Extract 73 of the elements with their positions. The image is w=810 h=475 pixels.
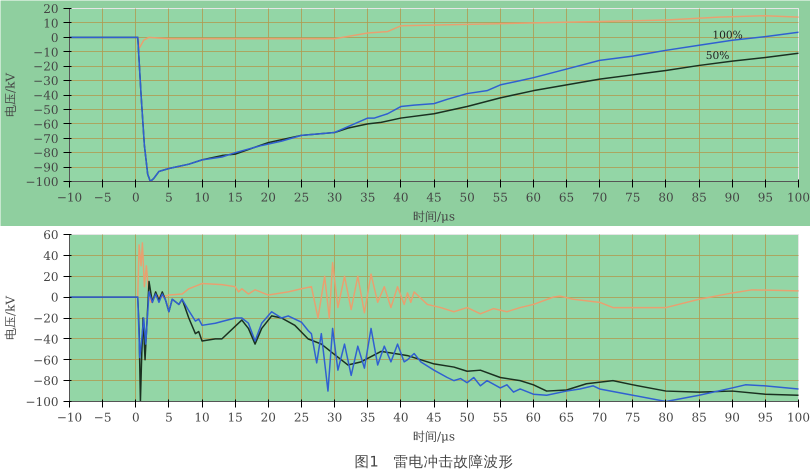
annotation: 100%: [712, 28, 743, 42]
y-tick-label: −40: [33, 88, 59, 102]
x-tick-label: 20: [260, 190, 276, 204]
y-tick-label: 60: [43, 228, 59, 242]
x-tick-label: 0: [132, 410, 140, 424]
y-tick-label: −70: [33, 132, 59, 146]
x-tick-label: −5: [94, 410, 112, 424]
y-tick-label: −80: [33, 374, 59, 388]
caption: 图1 雷电冲击故障波形: [354, 454, 514, 470]
annotation: 50%: [706, 48, 730, 62]
y-tick-label: −90: [33, 160, 59, 175]
y-tick-label: 20: [43, 270, 59, 284]
x-tick-label: 95: [758, 190, 774, 204]
x-tick-label: 95: [758, 410, 774, 424]
x-tick-label: 85: [691, 410, 707, 424]
x-tick-label: 10: [194, 410, 210, 424]
x-tick-label: 55: [492, 190, 508, 204]
y-tick-label: −50: [33, 102, 59, 117]
y-tick-label: −100: [26, 395, 59, 409]
x-tick-label: 15: [228, 410, 243, 424]
x-tick-label: 25: [294, 410, 310, 424]
x-tick-label: 30: [326, 190, 342, 204]
y-tick-label: −60: [33, 117, 59, 132]
x-tick-label: 40: [393, 410, 409, 424]
y-axis-title: 电压/kV: [4, 296, 18, 340]
x-tick-label: 100: [787, 410, 810, 424]
x-tick-label: −5: [94, 190, 112, 204]
x-tick-label: 0: [132, 190, 140, 204]
y-tick-label: −40: [33, 332, 59, 346]
y-tick-label: 20: [43, 2, 59, 16]
x-tick-label: 90: [724, 190, 740, 204]
x-tick-label: 50: [460, 410, 475, 424]
y-tick-label: −30: [33, 74, 59, 88]
x-axis-title: 时间/μs: [413, 210, 455, 224]
x-tick-label: 55: [492, 410, 508, 424]
y-tick-label: 10: [43, 16, 59, 30]
x-tick-label: 45: [426, 410, 442, 424]
x-tick-label: 20: [260, 410, 276, 424]
y-tick-label: −80: [33, 146, 59, 160]
x-tick-label: 60: [526, 410, 542, 424]
x-axis-title: 时间/μs: [413, 430, 455, 444]
x-tick-label: 65: [558, 190, 574, 204]
y-tick-label: 0: [50, 30, 59, 45]
x-tick-label: 100: [787, 190, 810, 204]
x-tick-label: 5: [165, 410, 173, 424]
y-tick-label: −60: [33, 353, 59, 368]
x-tick-label: 15: [228, 190, 243, 204]
x-tick-label: 90: [724, 410, 740, 424]
y-tick-label: −10: [33, 45, 59, 60]
x-tick-label: 30: [326, 410, 342, 424]
x-tick-label: 50: [460, 190, 475, 204]
y-axis-title: 电压/kV: [4, 72, 18, 117]
x-tick-label: 40: [393, 190, 409, 204]
x-tick-label: 70: [592, 410, 608, 424]
x-tick-label: 60: [526, 190, 542, 204]
x-tick-label: 65: [558, 410, 574, 424]
x-tick-label: 5: [165, 190, 173, 204]
x-tick-label: 85: [691, 190, 707, 204]
x-tick-label: 35: [360, 410, 376, 424]
y-tick-label: 40: [43, 248, 59, 263]
x-tick-label: 35: [360, 190, 376, 204]
y-tick-label: −20: [33, 312, 59, 326]
x-tick-label: 80: [658, 190, 674, 204]
y-tick-label: −20: [33, 60, 59, 74]
x-tick-label: 80: [658, 410, 674, 424]
x-tick-label: 75: [625, 410, 640, 424]
x-tick-label: 10: [194, 190, 210, 204]
x-tick-label: 75: [625, 190, 640, 204]
x-tick-label: 45: [426, 190, 442, 204]
y-tick-label: 0: [50, 290, 59, 305]
y-tick-label: −100: [26, 175, 59, 189]
x-tick-label: 25: [294, 190, 310, 204]
x-tick-label: 70: [592, 190, 608, 204]
